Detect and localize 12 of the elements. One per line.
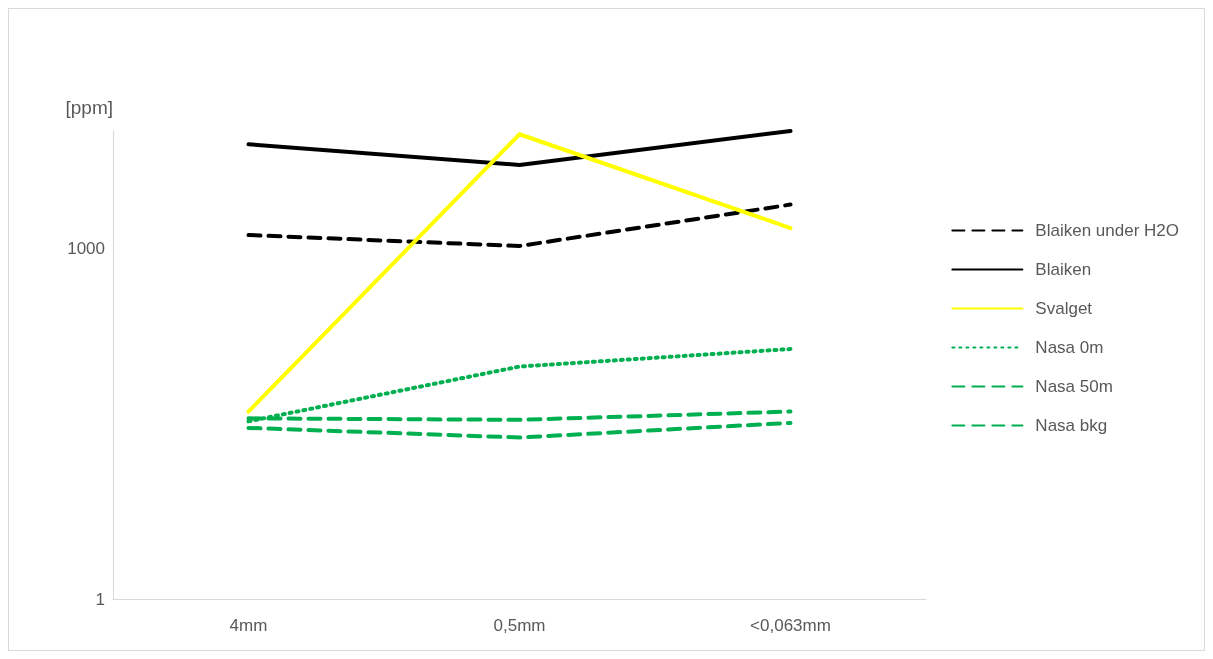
- legend-label: Nasa 0m: [1035, 338, 1104, 357]
- legend-label: Nasa 50m: [1035, 377, 1113, 396]
- legend-label: Nasa bkg: [1035, 416, 1108, 435]
- legend-label: Svalget: [1035, 299, 1093, 318]
- x-tick-label: 0,5mm: [493, 616, 546, 635]
- legend-label: Blaiken under H2O: [1035, 221, 1179, 240]
- y-tick-label: 1000: [67, 238, 105, 258]
- y-tick-label: 1: [95, 589, 105, 609]
- legend-label: Blaiken: [1035, 260, 1092, 279]
- x-tick-label: <0,063mm: [750, 616, 831, 635]
- y-axis-title: [ppm]: [65, 97, 113, 118]
- x-tick-label: 4mm: [229, 616, 268, 635]
